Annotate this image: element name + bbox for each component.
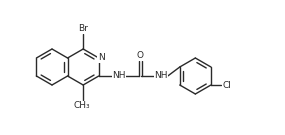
Text: NH: NH bbox=[112, 72, 126, 80]
Text: CH₃: CH₃ bbox=[74, 101, 91, 110]
Text: NH: NH bbox=[154, 72, 168, 80]
Text: Cl: Cl bbox=[222, 80, 231, 90]
Text: Br: Br bbox=[78, 24, 88, 33]
Text: N: N bbox=[98, 53, 105, 63]
Text: O: O bbox=[137, 51, 144, 60]
